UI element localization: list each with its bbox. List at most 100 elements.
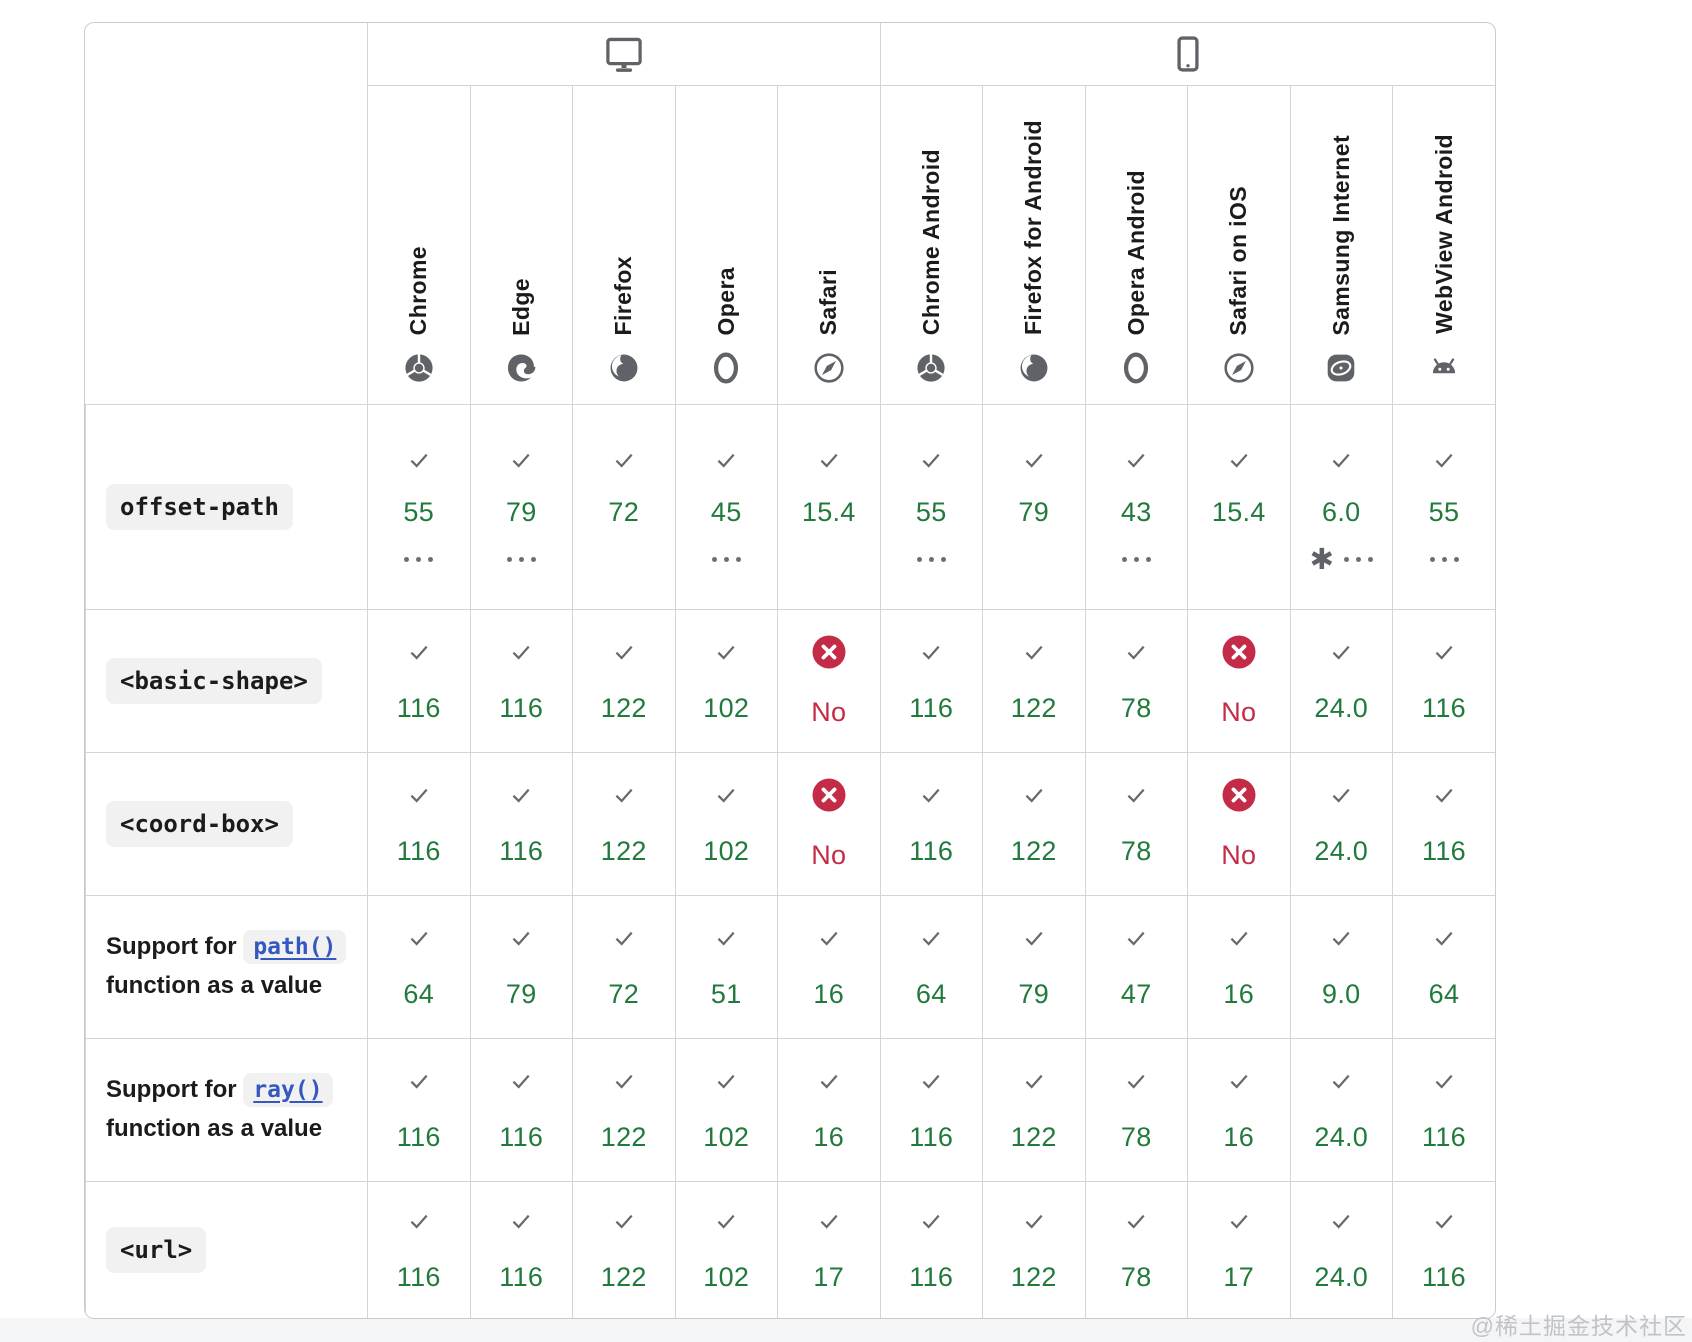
check-icon xyxy=(1430,1207,1458,1235)
support-cell[interactable]: No xyxy=(777,751,880,895)
footnote-marker[interactable] xyxy=(916,551,946,567)
support-cell[interactable]: 122 xyxy=(982,608,1085,752)
support-cell[interactable]: 116 xyxy=(367,1180,470,1318)
support-cell[interactable]: 72 xyxy=(572,403,675,609)
support-cell[interactable]: 78 xyxy=(1084,1180,1188,1318)
support-cell[interactable]: 122 xyxy=(982,1037,1085,1181)
support-cell[interactable]: 17 xyxy=(777,1180,880,1318)
support-cell[interactable]: 116 xyxy=(1392,1180,1495,1318)
support-cell[interactable]: 24.0 xyxy=(1289,1180,1393,1318)
support-cell[interactable]: 79 xyxy=(469,403,573,609)
support-cell[interactable]: 116 xyxy=(1392,1037,1495,1181)
support-cell[interactable]: 15.4 xyxy=(777,403,880,609)
support-cell[interactable]: No xyxy=(1187,751,1290,895)
support-cell[interactable]: 116 xyxy=(469,1180,573,1318)
support-cell[interactable]: 102 xyxy=(674,1037,778,1181)
support-cell[interactable]: 116 xyxy=(367,751,470,895)
support-cell[interactable]: 9.0 xyxy=(1289,894,1393,1038)
support-cell[interactable]: 122 xyxy=(572,1037,675,1181)
support-cell[interactable]: 78 xyxy=(1084,608,1188,752)
support-cell[interactable]: 24.0 xyxy=(1289,1037,1393,1181)
browser-name: Safari on iOS xyxy=(1225,185,1252,336)
support-cell[interactable]: 116 xyxy=(367,608,470,752)
support-cell[interactable]: 79 xyxy=(982,403,1085,609)
support-cell[interactable]: 122 xyxy=(572,751,675,895)
version-label: No xyxy=(1221,839,1257,870)
support-cell-content: 72 xyxy=(573,924,675,1010)
footnote-marker[interactable] xyxy=(506,551,536,567)
footnote-marker[interactable] xyxy=(404,551,434,567)
support-cell[interactable]: 116 xyxy=(879,608,983,752)
check-icon xyxy=(1327,781,1355,809)
footnote-marker[interactable] xyxy=(1121,551,1151,567)
support-cell[interactable]: 116 xyxy=(1392,608,1495,752)
feature-sentence-suffix: function as a value xyxy=(106,1114,323,1142)
safari-icon xyxy=(812,351,846,385)
support-cell[interactable]: 116 xyxy=(879,1180,983,1318)
support-cell[interactable]: 64 xyxy=(367,894,470,1038)
support-cell[interactable]: 47 xyxy=(1084,894,1188,1038)
support-cell[interactable]: 24.0 xyxy=(1289,751,1393,895)
browser-header-content: Firefox xyxy=(573,86,675,404)
support-cell[interactable]: 102 xyxy=(674,1180,778,1318)
footnote-marker[interactable] xyxy=(711,551,741,567)
support-cell[interactable]: 122 xyxy=(572,608,675,752)
support-cell[interactable]: 55 xyxy=(879,403,983,609)
support-cell[interactable]: No xyxy=(1187,608,1290,752)
support-cell[interactable]: 6.0 ✱ xyxy=(1289,403,1393,609)
support-cell[interactable]: 51 xyxy=(674,894,778,1038)
support-cell[interactable]: 78 xyxy=(1084,1037,1188,1181)
support-cell[interactable]: 16 xyxy=(1187,1037,1290,1181)
support-cell-content: 122 xyxy=(983,638,1085,724)
support-cell[interactable]: 102 xyxy=(674,608,778,752)
feature-code-link[interactable]: path() xyxy=(243,929,347,964)
support-cell-content: 43 xyxy=(1086,446,1188,567)
support-cell[interactable]: 16 xyxy=(777,894,880,1038)
support-cell-content: No xyxy=(778,634,880,728)
support-cell[interactable]: 116 xyxy=(879,751,983,895)
version-label: 122 xyxy=(600,1261,647,1292)
support-cell[interactable]: 16 xyxy=(777,1037,880,1181)
support-cell[interactable]: 102 xyxy=(674,751,778,895)
support-cell[interactable]: 116 xyxy=(469,1037,573,1181)
support-cell[interactable]: 24.0 xyxy=(1289,608,1393,752)
version-label: 116 xyxy=(396,692,441,723)
browser-compat-table-wrap: Chrome Edge Firefox Opera Safari Chrome Andro… xyxy=(84,22,1496,1319)
support-cell[interactable]: 43 xyxy=(1084,403,1188,609)
feature-label-cell: Support for ray() function as a value xyxy=(85,1037,368,1181)
chrome-icon xyxy=(914,351,948,385)
footnote-dot-icon xyxy=(916,556,922,562)
support-cell[interactable]: 122 xyxy=(982,1180,1085,1318)
check-icon xyxy=(1020,1067,1048,1095)
support-cell[interactable]: 64 xyxy=(879,894,983,1038)
support-cell[interactable]: 116 xyxy=(1392,751,1495,895)
support-cell[interactable]: 122 xyxy=(572,1180,675,1318)
support-cell[interactable]: 16 xyxy=(1187,894,1290,1038)
support-cell[interactable]: 116 xyxy=(879,1037,983,1181)
browser-name: Samsung Internet xyxy=(1327,134,1354,336)
footnote-dot-icon xyxy=(735,556,741,562)
support-cell[interactable]: No xyxy=(777,608,880,752)
support-cell[interactable]: 72 xyxy=(572,894,675,1038)
footnote-marker[interactable]: ✱ xyxy=(1310,545,1373,574)
browser-header-content: Opera xyxy=(676,86,778,404)
support-cell[interactable]: 116 xyxy=(469,608,573,752)
support-cell[interactable]: 17 xyxy=(1187,1180,1290,1318)
support-cell[interactable]: 78 xyxy=(1084,751,1188,895)
support-cell[interactable]: 55 xyxy=(367,403,470,609)
support-cell[interactable]: 116 xyxy=(469,751,573,895)
support-cell[interactable]: 64 xyxy=(1392,894,1495,1038)
support-cell[interactable]: 116 xyxy=(367,1037,470,1181)
support-cell[interactable]: 79 xyxy=(982,894,1085,1038)
support-cell[interactable]: 45 xyxy=(674,403,778,609)
support-cell[interactable]: 79 xyxy=(469,894,573,1038)
table-header: Chrome Edge Firefox Opera Safari Chrome Andro… xyxy=(86,23,1495,404)
support-cell[interactable]: 15.4 xyxy=(1187,403,1290,609)
footnote-marker[interactable] xyxy=(1429,551,1459,567)
footnote-dot-icon xyxy=(928,556,934,562)
support-cell[interactable]: 55 xyxy=(1392,403,1495,609)
feature-code-link[interactable]: ray() xyxy=(243,1072,333,1107)
support-cell[interactable]: 122 xyxy=(982,751,1085,895)
support-cell-content: No xyxy=(778,777,880,871)
support-cell-content: 122 xyxy=(573,638,675,724)
